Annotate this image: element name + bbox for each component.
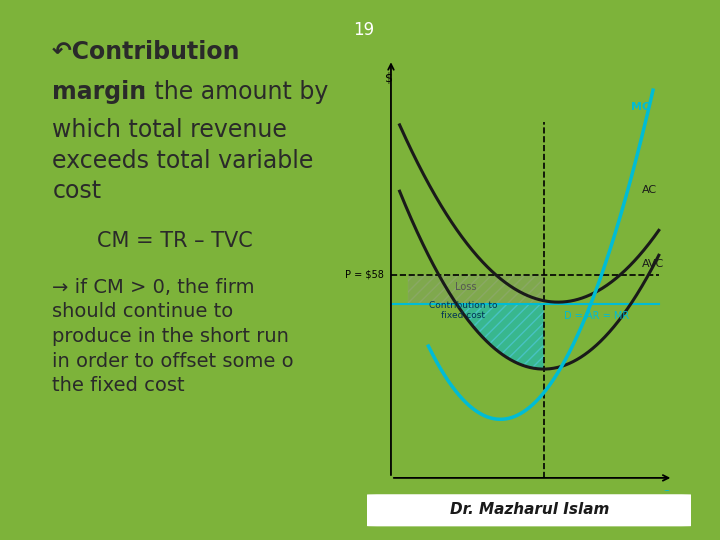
Text: Q: Q xyxy=(662,489,672,502)
Text: Q = 5: Q = 5 xyxy=(528,493,559,503)
Text: Dr. Mazharul Islam: Dr. Mazharul Islam xyxy=(449,502,609,517)
FancyBboxPatch shape xyxy=(358,492,701,529)
Text: margin: margin xyxy=(53,80,147,104)
Text: 19: 19 xyxy=(354,21,374,39)
Text: : the amount by: : the amount by xyxy=(139,80,328,104)
Text: $: $ xyxy=(385,72,393,85)
Text: AC: AC xyxy=(642,185,657,195)
Text: AVC: AVC xyxy=(642,259,664,268)
Text: CM = TR – TVC: CM = TR – TVC xyxy=(97,231,253,251)
Text: D = AR = MR: D = AR = MR xyxy=(564,311,629,321)
Text: which total revenue
exceeds total variable
cost: which total revenue exceeds total variab… xyxy=(53,118,314,203)
Text: ↶​Contribution: ↶​Contribution xyxy=(53,40,240,64)
Text: Loss: Loss xyxy=(455,282,477,293)
Text: → if CM > 0, the firm
should continue to
produce in the short run
in order to of: → if CM > 0, the firm should continue to… xyxy=(53,278,294,395)
Text: P = $58: P = $58 xyxy=(345,270,384,280)
Text: Contribution to
fixed cost: Contribution to fixed cost xyxy=(428,301,498,320)
Text: MC: MC xyxy=(631,102,651,112)
